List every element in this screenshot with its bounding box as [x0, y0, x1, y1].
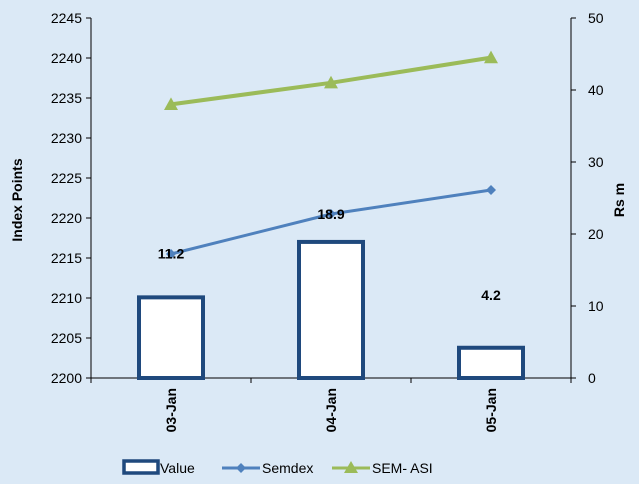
diamond-marker — [326, 209, 336, 219]
right-tick-label: 20 — [588, 226, 604, 242]
legend-label: Semdex — [262, 460, 313, 476]
right-tick-label: 30 — [588, 154, 604, 170]
bar-data-label: 18.9 — [317, 206, 344, 222]
bar-value — [457, 345, 525, 381]
bar-data-label: 4.2 — [481, 287, 501, 303]
triangle-marker — [324, 75, 338, 89]
category-label: 05-Jan — [483, 388, 499, 432]
value-bars — [137, 239, 525, 381]
left-axis-ticks: 2200 2205 2210 2215 2220 2225 2230 2235 2240 2245 — [51, 10, 91, 386]
bar-data-label: 11.2 — [158, 245, 185, 261]
legend-label: Value — [160, 460, 195, 476]
legend-swatch — [122, 459, 160, 475]
left-tick-label: 2235 — [51, 90, 82, 106]
left-axis-title: Index Points — [9, 158, 25, 241]
left-tick-label: 2200 — [51, 370, 82, 386]
category-label: 03-Jan — [163, 388, 179, 432]
right-tick-label: 50 — [588, 10, 604, 26]
series-lines — [164, 50, 498, 259]
legend-marker — [236, 463, 246, 473]
data-labels: 11.2 18.9 4.2 — [158, 206, 501, 303]
right-tick-label: 0 — [588, 370, 596, 386]
triangle-marker — [164, 97, 178, 110]
diamond-marker — [166, 249, 176, 259]
left-tick-label: 2230 — [51, 130, 82, 146]
right-tick-label: 10 — [588, 298, 604, 314]
left-tick-label: 2240 — [51, 50, 82, 66]
legend: Value Semdex SEM- ASI — [122, 459, 433, 476]
bar-value — [137, 295, 205, 380]
diamond-marker — [486, 185, 496, 195]
legend-label: SEM- ASI — [372, 460, 433, 476]
left-tick-label: 2215 — [51, 250, 82, 266]
right-axis-title: Rs m — [611, 183, 627, 217]
left-tick-label: 2220 — [51, 210, 82, 226]
right-tick-label: 40 — [588, 82, 604, 98]
left-tick-label: 2210 — [51, 290, 82, 306]
category-label: 04-Jan — [323, 388, 339, 432]
category-axis-ticks: 03-Jan 04-Jan 05-Jan — [90, 378, 572, 432]
left-tick-label: 2205 — [51, 330, 82, 346]
bar-value — [297, 239, 365, 380]
legend-marker — [344, 461, 358, 473]
right-axis-ticks: 0 10 20 30 40 50 — [571, 10, 604, 386]
left-tick-label: 2225 — [51, 170, 82, 186]
triangle-marker — [484, 50, 498, 64]
left-tick-label: 2245 — [51, 10, 82, 26]
